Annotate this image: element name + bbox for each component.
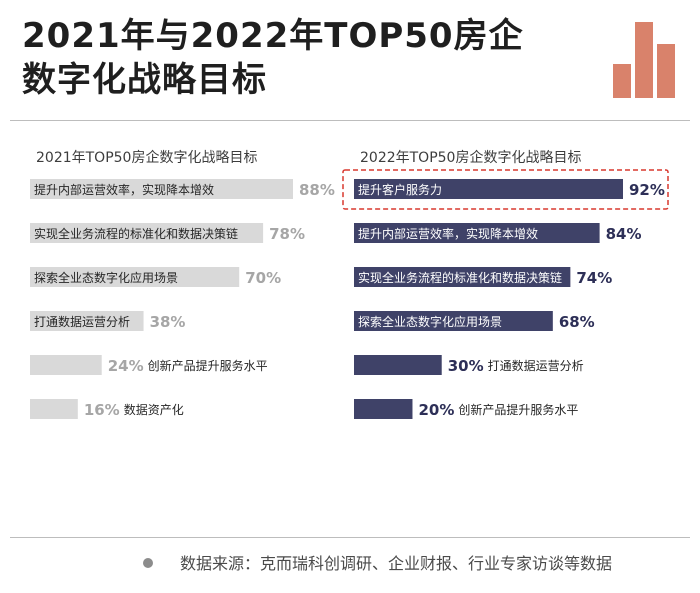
value-label-2022-2: 84% bbox=[606, 225, 642, 243]
bar-2021-2 bbox=[30, 223, 264, 243]
value-label-2022-1: 92% bbox=[629, 181, 665, 199]
bullet-icon bbox=[143, 558, 153, 568]
bar-2022-1 bbox=[354, 179, 623, 199]
category-label-2022-5: 打通数据运营分析 bbox=[488, 358, 584, 373]
bottom-divider bbox=[10, 537, 690, 538]
bar-2021-4 bbox=[30, 311, 144, 331]
value-label-2022-3: 74% bbox=[576, 269, 612, 287]
title-line-1: 2021年与2022年TOP50房企 bbox=[22, 16, 524, 56]
category-label-2022-2: 提升内部运营效率，实现降本增效 bbox=[358, 226, 538, 241]
bar-2021-3 bbox=[30, 267, 240, 287]
logo-bar-1 bbox=[613, 64, 631, 98]
page-title: 2021年与2022年TOP50房企 数字化战略目标 bbox=[22, 14, 524, 102]
title-line-2: 数字化战略目标 bbox=[22, 60, 267, 100]
bar-2022-6 bbox=[354, 399, 413, 419]
bar-2022-4 bbox=[354, 311, 553, 331]
category-label-2021-3: 探索全业态数字化应用场景 bbox=[34, 270, 178, 285]
category-label-2022-4: 探索全业态数字化应用场景 bbox=[358, 314, 502, 329]
value-label-2021-6: 16% bbox=[84, 401, 120, 419]
bar-2021-5 bbox=[30, 355, 102, 375]
data-source: 数据来源：克而瑞科创调研、企业财报、行业专家访谈等数据 bbox=[180, 554, 613, 573]
value-label-2022-5: 30% bbox=[448, 357, 484, 375]
category-label-2022-3: 实现全业务流程的标准化和数据决策链 bbox=[358, 270, 562, 285]
category-label-2021-6: 数据资产化 bbox=[124, 402, 184, 417]
top-divider bbox=[10, 120, 690, 121]
value-label-2021-5: 24% bbox=[108, 357, 144, 375]
highlight-box bbox=[342, 169, 669, 210]
chart-2022-title: 2022年TOP50房企数字化战略目标 bbox=[360, 150, 582, 166]
bar-2021-6 bbox=[30, 399, 78, 419]
value-label-2022-6: 20% bbox=[418, 401, 454, 419]
bar-charts: 88% 提升内部运营效率，实现降本增效 78% 实现全业务流程的标准化和数据决策链 70… bbox=[30, 169, 669, 419]
footer: 数据来源：克而瑞科创调研、企业财报、行业专家访谈等数据 bbox=[0, 540, 700, 580]
value-label-2021-2: 78% bbox=[269, 225, 305, 243]
value-label-2021-1: 88% bbox=[299, 181, 335, 199]
bar-2022-3 bbox=[354, 267, 571, 287]
bar-chart-logo-icon bbox=[613, 22, 675, 98]
category-label-2021-2: 实现全业务流程的标准化和数据决策链 bbox=[34, 226, 238, 241]
logo-bar-3 bbox=[657, 44, 675, 98]
value-label-2021-3: 70% bbox=[245, 269, 281, 287]
logo-bar-2 bbox=[635, 22, 653, 98]
value-label-2021-4: 38% bbox=[150, 313, 186, 331]
category-label-2022-6: 创新产品提升服务水平 bbox=[458, 402, 578, 417]
bar-2022-5 bbox=[354, 355, 442, 375]
value-label-2022-4: 68% bbox=[559, 313, 595, 331]
category-label-2021-1: 提升内部运营效率，实现降本增效 bbox=[34, 182, 214, 197]
bar-2021-1 bbox=[30, 179, 293, 199]
category-label-2021-4: 打通数据运营分析 bbox=[34, 314, 130, 329]
chart-2021-title: 2021年TOP50房企数字化战略目标 bbox=[36, 150, 258, 166]
category-label-2022-1: 提升客户服务力 bbox=[358, 182, 442, 197]
category-label-2021-5: 创新产品提升服务水平 bbox=[148, 358, 268, 373]
bar-2022-2 bbox=[354, 223, 600, 243]
